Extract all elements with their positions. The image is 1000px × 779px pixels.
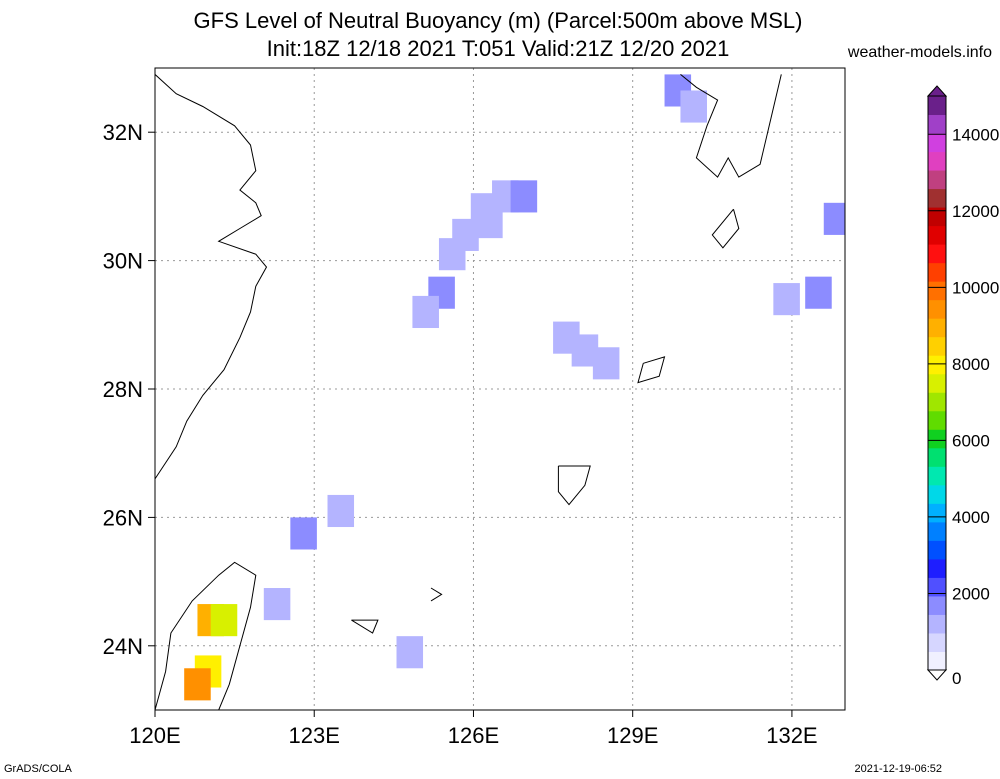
buoyancy-cell	[773, 283, 800, 316]
buoyancy-cell	[476, 206, 503, 239]
colorbar-swatch	[928, 651, 946, 671]
coastline	[557, 465, 591, 506]
colorbar-swatch	[928, 429, 946, 449]
colorbar-swatch	[928, 632, 946, 652]
buoyancy-cells	[184, 74, 845, 701]
y-tick-label: 26N	[103, 505, 143, 530]
colorbar: 0 2000 4000 6000 8000 10000 12000 14000	[926, 85, 999, 688]
colorbar-swatch	[928, 503, 946, 523]
x-tick-label: 126E	[448, 723, 499, 748]
coastline	[351, 619, 379, 634]
colorbar-swatch	[928, 558, 946, 578]
colorbar-tick-label: 6000	[952, 431, 990, 450]
coastline	[155, 561, 257, 710]
y-tick-label: 30N	[103, 249, 143, 274]
colorbar-swatch	[928, 188, 946, 208]
coastline	[680, 74, 782, 178]
colorbar-swatch	[928, 447, 946, 467]
colorbar-swatch	[928, 281, 946, 301]
colorbar-tick-label: 12000	[952, 202, 999, 221]
x-tick-label: 129E	[607, 723, 658, 748]
x-tick-label: 123E	[289, 723, 340, 748]
colorbar-tick-label: 10000	[952, 278, 999, 297]
colorbar-swatch	[928, 392, 946, 412]
colorbar-tick-label: 4000	[952, 508, 990, 527]
buoyancy-cell	[592, 347, 620, 380]
colorbar-swatch	[928, 151, 946, 171]
buoyancy-cell	[823, 202, 845, 235]
y-tick-label: 32N	[103, 120, 143, 145]
buoyancy-cell	[412, 295, 439, 329]
colorbar-swatch	[928, 96, 946, 116]
colorbar-swatch	[928, 318, 946, 338]
colorbar-tick-label: 8000	[952, 355, 990, 374]
y-tick-label: 24N	[103, 634, 143, 659]
axes: 120E 123E 126E 129E 132E 24N 26N 28N 30N 32N	[103, 120, 818, 748]
colorbar-swatch	[928, 410, 946, 430]
colorbar-tick-label: 14000	[952, 125, 999, 144]
colorbar-swatch	[928, 595, 946, 615]
footer-credit: GrADS/COLA	[4, 763, 72, 775]
colorbar-swatch	[928, 614, 946, 634]
colorbar-swatch	[928, 540, 946, 560]
chart-subtitle: Init:18Z 12/18 2021 T:051 Valid:21Z 12/2…	[266, 36, 730, 61]
buoyancy-cell	[184, 668, 211, 701]
colorbar-min-arrow	[926, 669, 948, 681]
buoyancy-cell	[290, 517, 317, 550]
coastline	[155, 74, 268, 480]
chart-title: GFS Level of Neutral Buoyancy (m) (Parce…	[193, 8, 803, 33]
colorbar-swatch	[928, 299, 946, 319]
buoyancy-cell	[680, 90, 707, 123]
colorbar-swatch	[928, 466, 946, 486]
colorbar-swatch	[928, 114, 946, 134]
colorbar-swatch	[928, 262, 946, 282]
site-watermark: weather-models.info	[847, 44, 992, 61]
colorbar-swatch	[928, 355, 946, 375]
buoyancy-cell	[438, 238, 466, 271]
colorbar-swatch	[928, 336, 946, 356]
colorbar-swatch	[928, 373, 946, 393]
buoyancy-cell	[263, 588, 291, 621]
colorbar-tick-label: 2000	[952, 584, 990, 603]
colorbar-tick-label: 0	[952, 669, 961, 688]
footer-timestamp: 2021-12-19-06:52	[854, 763, 942, 775]
buoyancy-cell	[327, 494, 355, 528]
colorbar-swatch	[928, 521, 946, 541]
grid-lines	[155, 68, 845, 710]
coastlines	[155, 74, 782, 710]
buoyancy-cell	[805, 276, 832, 309]
buoyancy-cell	[510, 180, 538, 213]
colorbar-swatch	[928, 244, 946, 264]
colorbar-swatch	[928, 577, 946, 597]
coastline	[430, 587, 443, 602]
x-tick-label: 132E	[766, 723, 817, 748]
colorbar-swatch	[928, 484, 946, 504]
colorbar-swatch	[928, 170, 946, 190]
colorbar-max-arrow	[926, 85, 948, 97]
colorbar-swatch	[928, 207, 946, 227]
buoyancy-cell	[396, 636, 424, 669]
coastline	[711, 208, 740, 249]
colorbar-frame	[927, 95, 947, 671]
colorbar-swatch	[928, 133, 946, 153]
coastline	[637, 356, 666, 384]
y-tick-label: 28N	[103, 377, 143, 402]
buoyancy-cell	[210, 604, 238, 637]
colorbar-swatch	[928, 225, 946, 245]
x-tick-label: 120E	[129, 723, 180, 748]
